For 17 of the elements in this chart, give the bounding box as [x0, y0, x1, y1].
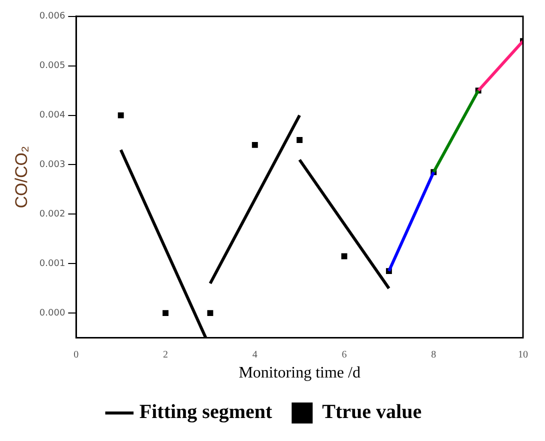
y-tick-label: 0.001: [39, 258, 66, 269]
x-tick-label: 8: [431, 349, 436, 360]
x-tick-label: 6: [342, 349, 347, 360]
legend-label: Fitting segment: [139, 401, 272, 424]
x-tick-label: 10: [518, 349, 528, 360]
y-tick-label: 0.000: [39, 308, 66, 318]
y-tick-label: 0.005: [39, 61, 66, 72]
y-axis-title: CO/CO₂: [12, 146, 31, 208]
x-tick-label: 4: [252, 349, 258, 360]
y-tick-label: 0.004: [39, 110, 66, 121]
y-tick-label: 0.003: [39, 160, 66, 170]
y-tick-label: 0.006: [39, 12, 66, 22]
x-tick-label: 0: [74, 349, 79, 360]
y-tick-label: 0.002: [39, 210, 66, 220]
x-tick-label: 2: [163, 349, 168, 360]
legend-label: Ttrue value: [322, 401, 422, 424]
x-axis-title: Monitoring time /d: [238, 364, 360, 382]
